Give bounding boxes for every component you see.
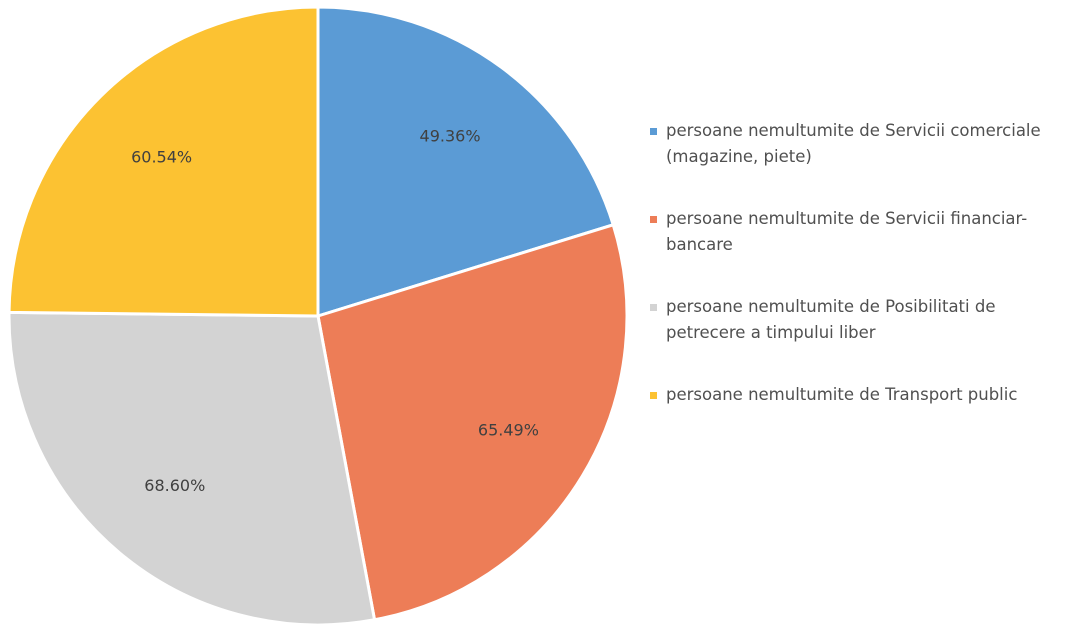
legend-swatch xyxy=(650,128,657,135)
legend: persoane nemultumite de Servicii comerci… xyxy=(650,118,1080,444)
pie-slice xyxy=(316,5,616,319)
legend-swatch xyxy=(650,392,657,399)
legend-item: persoane nemultumite de Posibilitati de … xyxy=(650,294,1080,346)
data-label: 49.36% xyxy=(420,126,481,145)
legend-swatch xyxy=(650,304,657,311)
legend-label: persoane nemultumite de Servicii financi… xyxy=(666,209,1028,254)
data-label: 65.49% xyxy=(478,421,539,440)
legend-item: persoane nemultumite de Transport public xyxy=(650,382,1080,408)
data-label: 68.60% xyxy=(144,476,205,495)
legend-swatch xyxy=(650,216,657,223)
legend-label: persoane nemultumite de Transport public xyxy=(666,385,1018,404)
pie-slice xyxy=(7,310,377,625)
legend-item: persoane nemultumite de Servicii comerci… xyxy=(650,118,1080,170)
legend-item: persoane nemultumite de Servicii financi… xyxy=(650,206,1080,258)
pie-slice xyxy=(7,5,320,318)
pie-slice xyxy=(316,222,629,622)
legend-label: persoane nemultumite de Servicii comerci… xyxy=(666,121,1041,166)
data-label: 60.54% xyxy=(131,147,192,166)
legend-label: persoane nemultumite de Posibilitati de … xyxy=(666,297,996,342)
